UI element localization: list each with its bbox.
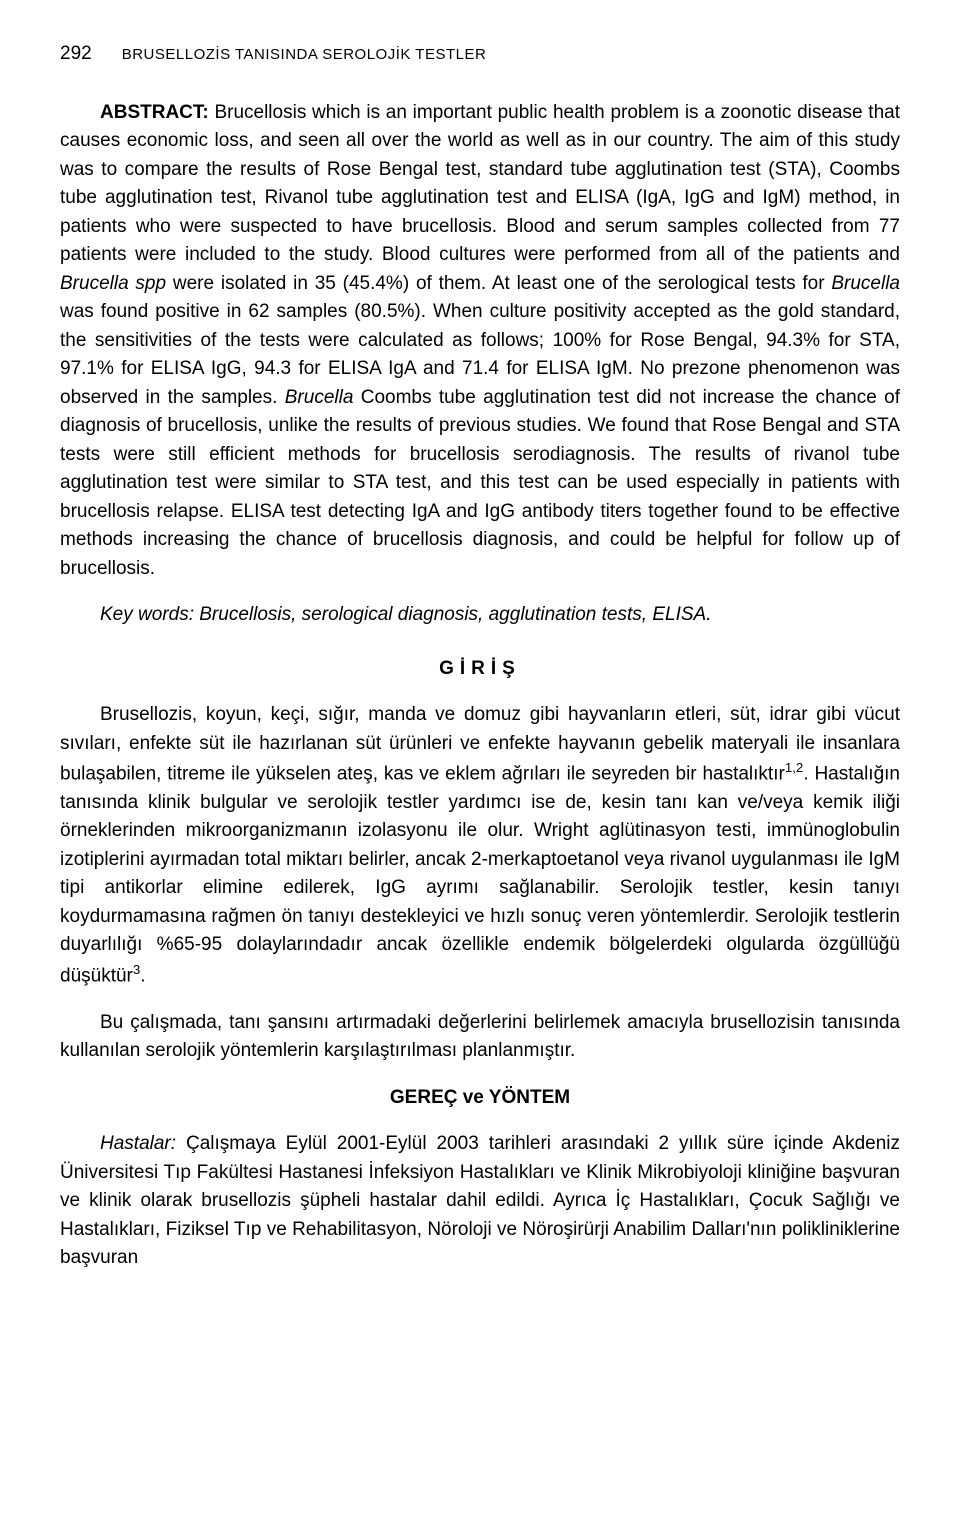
abstract-label: ABSTRACT: [100,102,209,123]
page-header: 292 BRUSELLOZİS TANISINDA SEROLOJİK TEST… [60,40,900,69]
section-heading-intro: GİRİŞ [60,655,900,684]
abstract-italic-1: Brucella spp [60,273,166,294]
intro-para1-part2: . Hastalığın tanısında klinik bulgular v… [60,763,900,986]
methods-text: Çalışmaya Eylül 2001-Eylül 2003 tarihler… [60,1133,900,1268]
abstract-text-2: were isolated in 35 (45.4%) of them. At … [166,273,831,294]
intro-para1-part1: Brusellozis, koyun, keçi, sığır, manda v… [60,704,900,784]
keywords-line: Key words: Brucellosis, serological diag… [60,601,900,630]
abstract-paragraph: ABSTRACT: Brucellosis which is an import… [60,99,900,584]
abstract-italic-3: Brucella [285,387,354,408]
running-title: BRUSELLOZİS TANISINDA SEROLOJİK TESTLER [122,44,487,67]
intro-paragraph-2: Bu çalışmada, tanı şansını artırmadaki d… [60,1009,900,1066]
page-number: 292 [60,40,92,69]
methods-paragraph-1: Hastalar: Çalışmaya Eylül 2001-Eylül 200… [60,1130,900,1273]
abstract-text-4: Coombs tube agglutination test did not i… [60,387,900,579]
section-heading-methods: GEREÇ ve YÖNTEM [60,1084,900,1113]
intro-para1-part3: . [140,965,145,986]
abstract-text-1: Brucellosis which is an important public… [60,102,900,266]
methods-label: Hastalar: [100,1133,176,1154]
abstract-italic-2: Brucella [831,273,900,294]
superscript-1: 1,2 [785,760,804,775]
intro-paragraph-1: Brusellozis, koyun, keçi, sığır, manda v… [60,701,900,991]
